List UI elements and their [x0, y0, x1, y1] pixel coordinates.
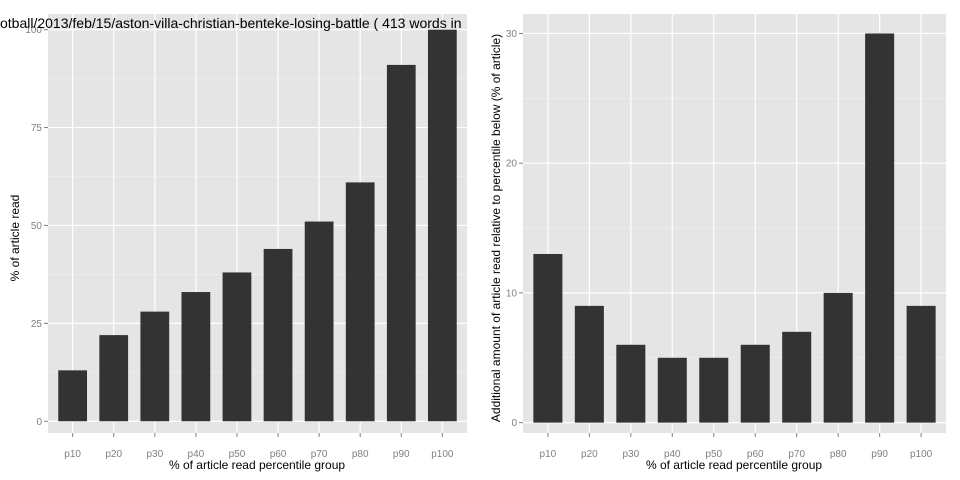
bar-p90 [386, 64, 416, 422]
bar-p10 [58, 370, 88, 422]
bar-p70 [782, 331, 812, 423]
chart-title: otball/2013/feb/15/aston-villa-christian… [0, 15, 461, 31]
bar-p80 [345, 182, 375, 422]
bar-p90 [865, 33, 895, 423]
bar-p30 [140, 311, 170, 422]
x-axis-label: % of article read percentile group [646, 458, 822, 472]
x-tick-label: p10 [540, 449, 557, 460]
x-tick-label: p70 [311, 449, 328, 460]
y-tick-label: 100 [25, 25, 42, 36]
y-tick-label: 75 [31, 123, 43, 134]
bar-p80 [823, 292, 853, 423]
x-tick-label: p40 [664, 449, 681, 460]
x-tick-label: p90 [871, 449, 888, 460]
bar-p20 [99, 335, 129, 422]
bar-p50 [699, 357, 729, 423]
x-tick-label: p70 [788, 449, 805, 460]
y-tick-label: 25 [31, 319, 43, 330]
x-tick-label: p50 [229, 449, 246, 460]
x-tick-label: p60 [747, 449, 764, 460]
bar-p100 [427, 29, 457, 422]
bar-p60 [740, 344, 770, 423]
y-tick-label: 0 [36, 417, 42, 428]
x-tick-label: p20 [105, 449, 122, 460]
x-tick-label: p90 [393, 449, 410, 460]
bar-p40 [657, 357, 687, 423]
bar-p60 [263, 248, 293, 422]
x-tick-label: p100 [431, 449, 454, 460]
x-tick-label: p20 [581, 449, 598, 460]
bar-p70 [304, 221, 334, 422]
bar-p100 [906, 305, 936, 423]
x-tick-label: p30 [622, 449, 639, 460]
x-tick-label: p80 [830, 449, 847, 460]
y-tick-label: 10 [506, 288, 518, 299]
bar-p30 [616, 344, 646, 423]
bar-p10 [533, 253, 563, 423]
x-tick-label: p30 [146, 449, 163, 460]
bar-p40 [181, 292, 211, 422]
x-tick-label: p80 [352, 449, 369, 460]
y-axis-label: Additional amount of article read relati… [489, 34, 503, 422]
x-tick-label: p40 [188, 449, 205, 460]
x-tick-label: p100 [910, 449, 933, 460]
y-tick-label: 20 [506, 159, 518, 170]
chart-panel-2: 0 10 20 30 p10 p20 p30 p40 p50 p60 p70 p80 p90 p100 % … [489, 14, 946, 472]
x-axis-label: % of article read percentile group [169, 458, 345, 472]
bar-p20 [574, 305, 604, 423]
chart-panel-1: 0 25 50 75 100 p10 p20 p30 p40 p50 p60 p70 p80 p90 p10… [0, 14, 467, 472]
x-tick-label: p10 [64, 449, 81, 460]
x-tick-label: p60 [270, 449, 287, 460]
y-axis-label: % of article read [8, 195, 22, 282]
y-tick-label: 0 [511, 418, 517, 429]
x-tick-label: p50 [705, 449, 722, 460]
y-tick-label: 30 [506, 29, 518, 40]
y-tick-label: 50 [31, 221, 43, 232]
bar-p50 [222, 272, 252, 422]
